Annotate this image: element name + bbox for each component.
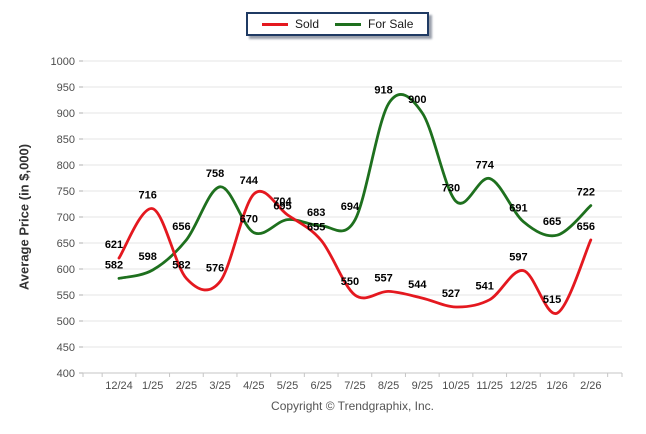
svg-text:11/25: 11/25 [476, 380, 503, 392]
svg-text:597: 597 [509, 252, 527, 264]
svg-text:1/26: 1/26 [546, 380, 567, 392]
svg-text:683: 683 [307, 207, 325, 219]
svg-text:730: 730 [442, 182, 460, 194]
svg-text:5/25: 5/25 [277, 380, 298, 392]
svg-text:758: 758 [206, 168, 224, 180]
svg-text:774: 774 [476, 160, 495, 172]
svg-text:2/26: 2/26 [580, 380, 601, 392]
legend: Sold For Sale [246, 12, 430, 36]
svg-text:8/25: 8/25 [378, 380, 399, 392]
svg-text:4/25: 4/25 [243, 380, 264, 392]
svg-text:550: 550 [341, 276, 359, 288]
svg-text:694: 694 [341, 201, 360, 213]
svg-text:665: 665 [543, 216, 561, 228]
svg-text:6/25: 6/25 [310, 380, 331, 392]
svg-text:12/25: 12/25 [510, 380, 538, 392]
svg-text:1/25: 1/25 [142, 380, 163, 392]
svg-text:550: 550 [57, 290, 75, 302]
svg-text:1000: 1000 [51, 56, 75, 68]
svg-text:541: 541 [476, 281, 494, 293]
svg-text:656: 656 [577, 221, 595, 233]
svg-text:500: 500 [57, 316, 75, 328]
svg-text:515: 515 [543, 294, 561, 306]
svg-text:3/25: 3/25 [209, 380, 230, 392]
svg-text:582: 582 [105, 259, 123, 271]
svg-text:557: 557 [374, 272, 392, 284]
svg-text:10/25: 10/25 [442, 380, 470, 392]
svg-text:722: 722 [577, 187, 595, 199]
for-sale-line-swatch-icon [335, 22, 362, 26]
svg-text:12/24: 12/24 [105, 380, 133, 392]
y-axis-labels: 400 450 500 550 600 650 700 750 800 850 900 950 1000 [51, 56, 75, 380]
sold-data-labels: 621 716 582 576 744 704 655 550 557 544 527 541 597 5… [105, 175, 595, 306]
svg-text:700: 700 [57, 212, 75, 224]
svg-text:670: 670 [240, 214, 258, 226]
svg-text:450: 450 [57, 342, 75, 354]
svg-text:655: 655 [307, 221, 325, 233]
sold-line-swatch-icon [262, 22, 288, 26]
y-gridlines [79, 60, 622, 374]
sold-line [117, 190, 593, 315]
legend-item-for-sale: For Sale [335, 18, 413, 30]
for-sale-data-labels: 582 598 656 758 670 695 683 694 918 900 730 774 691 6… [105, 85, 595, 272]
svg-text:850: 850 [57, 134, 75, 146]
svg-text:621: 621 [105, 239, 123, 251]
svg-text:800: 800 [57, 160, 75, 172]
svg-text:2/25: 2/25 [176, 380, 197, 392]
svg-text:582: 582 [172, 259, 190, 271]
svg-text:576: 576 [206, 262, 224, 274]
svg-text:544: 544 [408, 279, 427, 291]
svg-text:918: 918 [374, 85, 392, 97]
svg-text:600: 600 [57, 264, 75, 276]
svg-text:950: 950 [57, 82, 75, 94]
svg-text:900: 900 [408, 94, 426, 106]
svg-text:7/25: 7/25 [344, 380, 365, 392]
svg-text:400: 400 [57, 368, 75, 380]
legend-label-for-sale: For Sale [368, 17, 414, 31]
x-axis-labels: 12/24 1/25 2/25 3/25 4/25 5/25 6/25 7/25 8/25 9/2… [105, 380, 601, 392]
svg-text:9/25: 9/25 [412, 380, 433, 392]
svg-text:650: 650 [57, 238, 75, 250]
svg-text:527: 527 [442, 288, 460, 300]
svg-text:744: 744 [240, 175, 259, 187]
svg-text:598: 598 [139, 251, 157, 263]
svg-text:750: 750 [57, 186, 75, 198]
x-axis-ticks [82, 373, 623, 377]
legend-label-sold: Sold [295, 17, 320, 31]
svg-text:900: 900 [57, 108, 75, 120]
y-axis-title: Average Price (in $,000) [16, 143, 32, 291]
svg-text:656: 656 [172, 221, 190, 233]
for-sale-line [117, 93, 593, 280]
svg-text:691: 691 [509, 203, 527, 215]
svg-text:704: 704 [273, 196, 292, 208]
legend-item-sold: Sold [262, 18, 319, 30]
svg-text:716: 716 [139, 190, 157, 202]
svg-text:695: 695 [273, 201, 291, 213]
copyright-text: Copyright © Trendgraphix, Inc. [271, 399, 434, 413]
